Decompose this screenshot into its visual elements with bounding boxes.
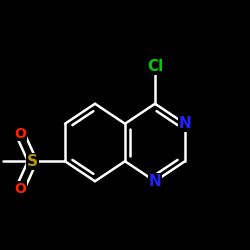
Text: S: S — [27, 154, 38, 169]
Text: N: N — [178, 116, 192, 131]
Text: Cl: Cl — [147, 59, 163, 74]
Text: O: O — [14, 182, 26, 196]
Text: N: N — [148, 174, 162, 189]
Text: O: O — [14, 127, 26, 141]
